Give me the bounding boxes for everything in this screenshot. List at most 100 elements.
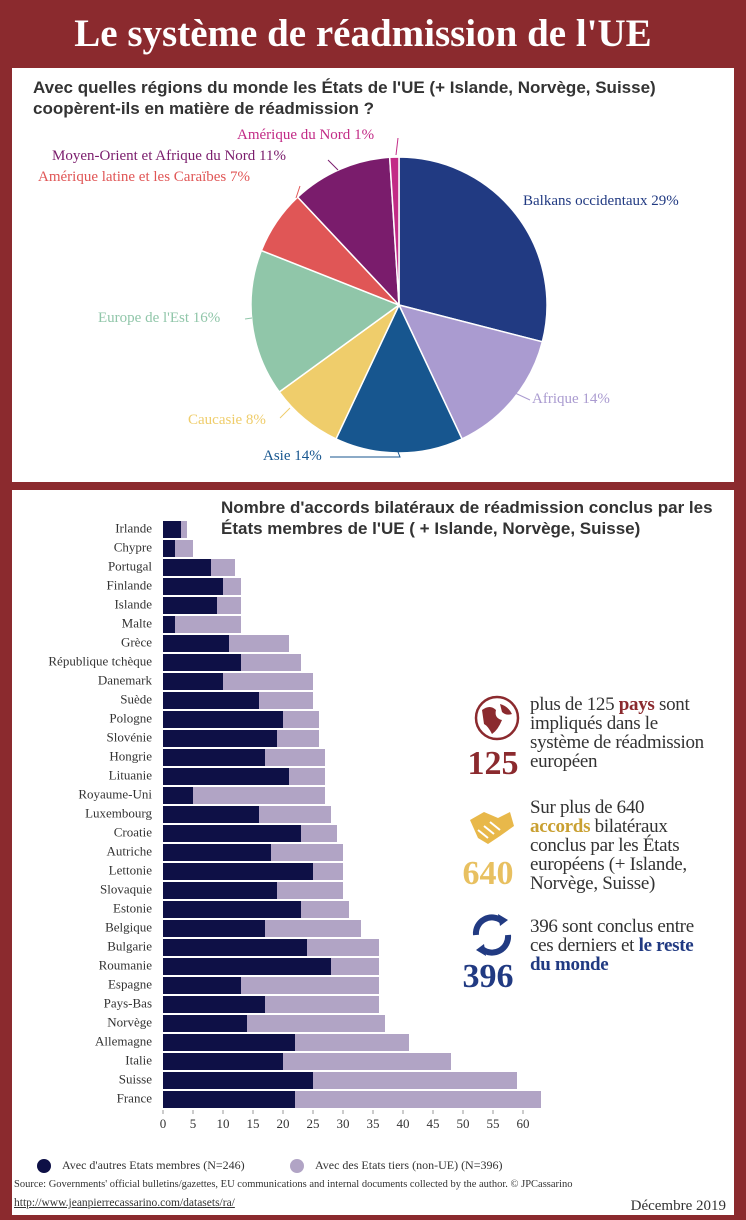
pie-label: Caucasie 8% bbox=[188, 412, 266, 428]
bar-segment bbox=[223, 578, 241, 595]
pie-slice bbox=[398, 156, 548, 343]
bar-segment bbox=[163, 673, 223, 690]
bar-segment bbox=[265, 749, 325, 766]
bar-segment bbox=[163, 768, 289, 785]
bar-segment bbox=[163, 977, 241, 994]
legend-marker bbox=[290, 1159, 304, 1173]
x-tick-label: 25 bbox=[307, 1116, 320, 1131]
info-number: 640 bbox=[462, 855, 514, 892]
pie-category: Balkans occidentaux bbox=[523, 193, 648, 209]
bar-segment bbox=[211, 559, 235, 576]
y-tick-label: Italie bbox=[125, 1052, 152, 1067]
pie-value-label: 7% bbox=[230, 169, 250, 185]
bar-segment bbox=[265, 996, 379, 1013]
bar-segment bbox=[163, 711, 283, 728]
x-tick-label: 10 bbox=[217, 1116, 230, 1131]
leader-line bbox=[279, 407, 291, 419]
bar-segment bbox=[163, 616, 175, 633]
y-tick-label: Autriche bbox=[107, 843, 153, 858]
pie-value-label: 8% bbox=[246, 412, 266, 428]
y-tick-label: République tchèque bbox=[48, 653, 152, 668]
leader-line bbox=[514, 392, 531, 401]
info-highlight: pays bbox=[618, 694, 655, 715]
bar-segment bbox=[163, 521, 181, 538]
x-tick-label: 5 bbox=[190, 1116, 197, 1131]
bar-segment bbox=[271, 844, 343, 861]
bar-segment bbox=[283, 711, 319, 728]
bar-segment bbox=[163, 635, 229, 652]
leader-line bbox=[330, 451, 401, 458]
legend-label: Avec des Etats tiers (non-UE) (N=396) bbox=[315, 1158, 503, 1172]
pie-label: Asie 14% bbox=[263, 448, 322, 464]
y-tick-label: Lettonie bbox=[109, 862, 153, 877]
pie-slice bbox=[388, 156, 400, 306]
y-tick-label: Royaume-Uni bbox=[78, 786, 152, 801]
y-tick-label: Grèce bbox=[121, 634, 152, 649]
info-phrase: sont impliqués dans le système de réadmi… bbox=[530, 694, 704, 772]
info-phrase: 396 sont conclus entre ces derniers et bbox=[530, 916, 694, 956]
bar-segment bbox=[193, 787, 325, 804]
info-text: Sur plus de 640 accords bilatéraux concl… bbox=[530, 798, 708, 893]
legend-label: Avec d'autres Etats membres (N=246) bbox=[62, 1158, 245, 1172]
info-highlight: accords bbox=[530, 816, 591, 837]
pie-value-label: 1% bbox=[354, 127, 374, 143]
y-tick-label: Irlande bbox=[115, 520, 152, 535]
pie-slice bbox=[296, 156, 400, 308]
bar-segment bbox=[163, 882, 277, 899]
pie-value-label: 14% bbox=[582, 391, 610, 407]
url: http://www.jeanpierrecassarino.com/datas… bbox=[14, 1197, 235, 1209]
leader-line bbox=[244, 317, 253, 320]
y-tick-label: Lituanie bbox=[109, 767, 153, 782]
y-tick-label: Portugal bbox=[108, 558, 152, 573]
pie-slice bbox=[334, 303, 464, 454]
y-tick-label: Roumanie bbox=[99, 957, 153, 972]
bar-segment bbox=[163, 1015, 247, 1032]
x-tick-label: 0 bbox=[160, 1116, 167, 1131]
bar-segment bbox=[301, 901, 349, 918]
bar-segment bbox=[223, 673, 313, 690]
y-tick-label: Norvège bbox=[107, 1014, 152, 1029]
bar-segment bbox=[163, 863, 313, 880]
y-tick-label: Bulgarie bbox=[107, 938, 152, 953]
info-text: 396 sont conclus entre ces derniers et l… bbox=[530, 917, 708, 974]
bar-segment bbox=[175, 616, 241, 633]
bar-segment bbox=[247, 1015, 385, 1032]
pie-label: Balkans occidentaux 29% bbox=[523, 193, 679, 209]
bar-segment bbox=[163, 730, 277, 747]
x-tick-label: 50 bbox=[457, 1116, 470, 1131]
pie-label: Europe de l'Est 16% bbox=[98, 310, 220, 326]
bar-segment bbox=[295, 1091, 541, 1108]
bar-segment bbox=[163, 1072, 313, 1089]
bar-segment bbox=[163, 1091, 295, 1108]
info-text: plus de 125 pays sont impliqués dans le … bbox=[530, 695, 708, 771]
bar-segment bbox=[163, 654, 241, 671]
pie-title: Avec quelles régions du monde les États … bbox=[33, 78, 656, 118]
y-tick-label: Malte bbox=[122, 615, 153, 630]
pie-label: Amérique latine et les Caraïbes 7% bbox=[38, 169, 250, 185]
x-tick-label: 55 bbox=[487, 1116, 500, 1131]
leader-line bbox=[395, 137, 399, 156]
x-tick-label: 40 bbox=[397, 1116, 410, 1131]
info-highlight: le reste du monde bbox=[530, 935, 694, 975]
y-tick-label: Estonie bbox=[113, 900, 152, 915]
leader-line bbox=[295, 185, 301, 199]
y-tick-label: Croatie bbox=[114, 824, 152, 839]
y-tick-label: Pologne bbox=[109, 710, 152, 725]
bar-segment bbox=[259, 806, 331, 823]
bar-segment bbox=[163, 578, 223, 595]
bar-segment bbox=[283, 1053, 451, 1070]
pie-category: Amérique du Nord bbox=[237, 127, 351, 143]
x-tick-label: 35 bbox=[367, 1116, 380, 1131]
pie-slice bbox=[250, 249, 401, 394]
y-tick-label: Slovaquie bbox=[100, 881, 152, 896]
y-tick-label: France bbox=[117, 1090, 153, 1105]
bar-segment bbox=[163, 1034, 295, 1051]
pie-category: Afrique bbox=[532, 391, 579, 407]
bar-segment bbox=[313, 1072, 517, 1089]
bar-segment bbox=[175, 540, 193, 557]
pie-category: Amérique latine et les Caraïbes bbox=[38, 169, 226, 185]
y-tick-label: Islande bbox=[114, 596, 152, 611]
bar-segment bbox=[163, 597, 217, 614]
y-tick-label: Hongrie bbox=[109, 748, 152, 763]
